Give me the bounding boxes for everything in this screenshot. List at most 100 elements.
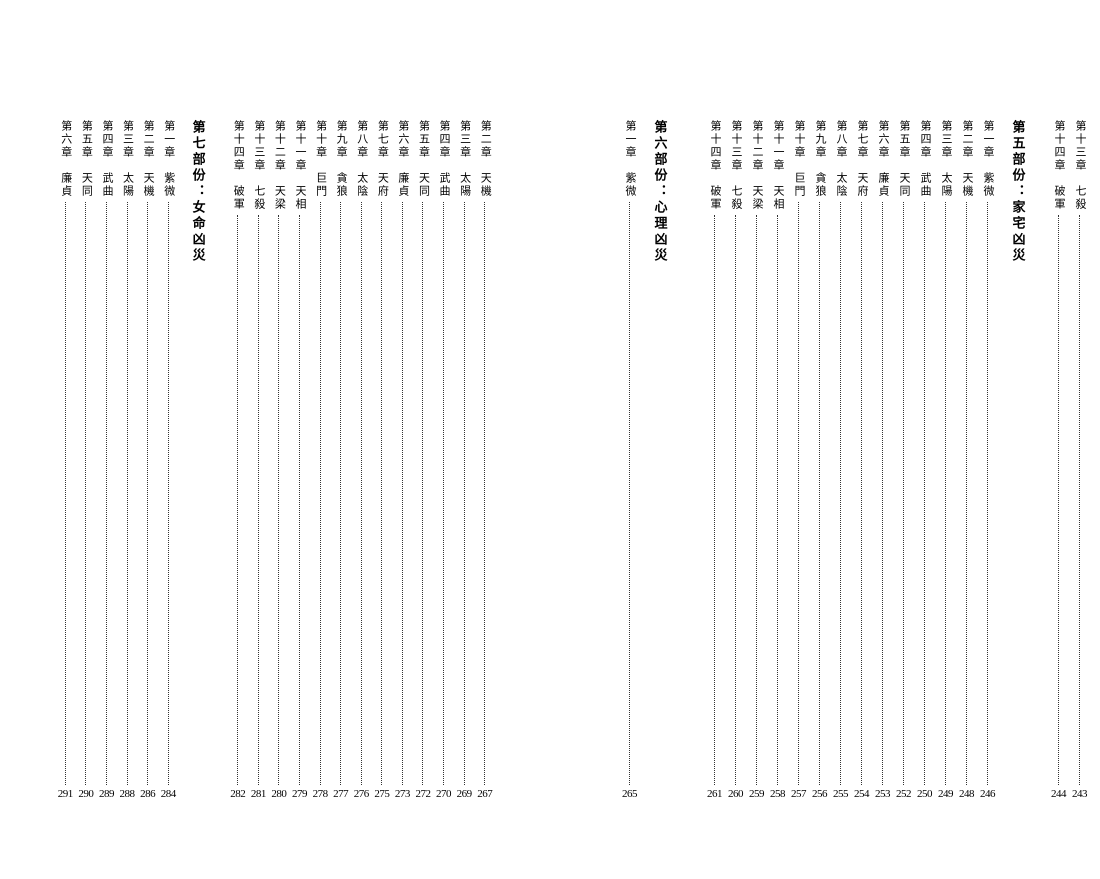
toc-page-number: 288: [120, 789, 135, 800]
toc-entry: 第三章 太陽269: [454, 120, 475, 800]
toc-entry: 第一章 紫微246: [977, 120, 998, 800]
dotted-leader: [106, 202, 107, 785]
dotted-leader: [945, 202, 946, 785]
toc-entry-label: 第十四章 破軍: [232, 120, 243, 211]
toc-page-number: 250: [917, 789, 932, 800]
toc-entry-label: 第十三章 七殺: [1074, 120, 1085, 211]
toc-entry: 第三章 太陽288: [117, 120, 138, 800]
toc-entry: 第五章 天同 272: [413, 120, 434, 800]
toc-entry-label: 第一章 紫微: [163, 120, 174, 198]
dotted-leader: [443, 202, 444, 785]
toc-page-number: 267: [477, 789, 492, 800]
toc-entry-label: 第二章 天機: [961, 120, 972, 198]
dotted-leader: [882, 202, 883, 785]
toc-entry-label: 第十二章 天梁: [273, 120, 284, 211]
dotted-leader: [903, 202, 904, 785]
toc-page-number: 258: [770, 789, 785, 800]
toc-entry: 第五章 天同290: [76, 120, 97, 800]
dotted-leader: [464, 202, 465, 785]
toc-entry-label: 第十三章 七殺: [253, 120, 264, 211]
dotted-leader: [1058, 215, 1059, 785]
dotted-leader: [924, 202, 925, 785]
toc-page-number: 290: [78, 789, 93, 800]
toc-entry-label: 第五章 天同: [898, 120, 909, 198]
dotted-leader: [1079, 215, 1080, 785]
toc-entry-label: 第六章 廉貞: [877, 120, 888, 198]
toc-entry: 第二章 天機 267: [474, 120, 495, 800]
dotted-leader: [798, 202, 799, 785]
dotted-leader: [340, 202, 341, 785]
dotted-leader: [819, 202, 820, 785]
toc-page-number: 286: [140, 789, 155, 800]
toc-entry: 第九章 貪狼 256: [809, 120, 830, 800]
dotted-leader: [966, 202, 967, 785]
toc-entry-label: 第九章 貪狼: [335, 120, 346, 198]
toc-entry: 第一章 紫微284: [158, 120, 179, 800]
toc-entry-label: 第七章 天府: [376, 120, 387, 198]
toc-page-number: 289: [99, 789, 114, 800]
toc-page-number: 256: [812, 789, 827, 800]
toc-entry: 第一章 紫微265: [619, 120, 640, 800]
toc-entry-label: 第四章 武曲: [919, 120, 930, 198]
toc-page-number: 243: [1072, 789, 1087, 800]
toc-entry: 第四章 武曲 289: [96, 120, 117, 800]
toc-page-number: 261: [707, 789, 722, 800]
toc-entry-label: 第十四章 破軍: [1053, 120, 1064, 211]
right-page: 第十三章 七殺243第十四章 破軍244第五部份：家宅凶災第一章 紫微246第二…: [555, 120, 1090, 800]
dotted-leader: [237, 215, 238, 785]
toc-entry-label: 第三章 太陽: [940, 120, 951, 198]
dotted-leader: [147, 202, 148, 785]
toc-entry-label: 第四章 武曲: [101, 120, 112, 198]
toc-entry: 第四章 武曲 250: [914, 120, 935, 800]
toc-entry: 第十一章 天相258: [767, 120, 788, 800]
toc-entry: 第十三章 七殺 281: [248, 120, 269, 800]
toc-entry: 第五章 天同252: [893, 120, 914, 800]
dotted-leader: [735, 215, 736, 785]
toc-entry: 第十四章 破軍261: [704, 120, 725, 800]
toc-page-number: 280: [271, 789, 286, 800]
toc-entry-label: 第九章 貪狼: [814, 120, 825, 198]
toc-entry: 第九章 貪狼277: [330, 120, 351, 800]
dotted-leader: [381, 202, 382, 785]
toc-entry-label: 第八章 太陰: [835, 120, 846, 198]
toc-entry-label: 第十章 巨門: [315, 120, 326, 198]
section-heading-label: 第六部份：心理凶災: [654, 120, 667, 264]
column-spacer: [640, 120, 648, 800]
dotted-leader: [840, 202, 841, 785]
dotted-leader: [714, 215, 715, 785]
dotted-leader: [127, 202, 128, 785]
toc-entry: 第六章 廉貞291: [55, 120, 76, 800]
toc-entry: 第八章 太陰255: [830, 120, 851, 800]
toc-page-number: 291: [58, 789, 73, 800]
toc-entry-label: 第十三章 七殺: [730, 120, 741, 211]
toc-entry-label: 第六章 廉貞: [397, 120, 408, 198]
toc-entry-label: 第五章 天同: [417, 120, 428, 198]
toc-entry: 第十三章 七殺 243: [1069, 120, 1090, 800]
toc-page-number: 260: [728, 789, 743, 800]
section-heading: 第六部份：心理凶災: [648, 120, 672, 800]
toc-entry: 第十章 巨門257: [788, 120, 809, 800]
toc-entry: 第十章 巨門278: [310, 120, 331, 800]
toc-page-number: 273: [395, 789, 410, 800]
toc-page-number: 281: [251, 789, 266, 800]
dotted-leader: [484, 202, 485, 785]
toc-entry-label: 第四章 武曲: [438, 120, 449, 198]
section-heading-label: 第七部份：女命凶災: [192, 120, 205, 264]
toc-entry-label: 第二章 天機: [479, 120, 490, 198]
dotted-leader: [422, 202, 423, 785]
dotted-leader: [278, 215, 279, 785]
dotted-leader: [168, 202, 169, 785]
toc-entry-label: 第八章 太陰: [356, 120, 367, 198]
toc-page-number: 244: [1051, 789, 1066, 800]
dotted-leader: [629, 202, 630, 785]
toc-page-number: 257: [791, 789, 806, 800]
toc-page-number: 272: [415, 789, 430, 800]
toc-page-number: 254: [854, 789, 869, 800]
toc-page-number: 249: [938, 789, 953, 800]
column-spacer: [998, 120, 1006, 800]
toc-entry: 第二章 天機248: [956, 120, 977, 800]
toc-entry-label: 第十二章 天梁: [751, 120, 762, 211]
toc-page-number: 246: [980, 789, 995, 800]
toc-entry: 第三章 太陽 249: [935, 120, 956, 800]
toc-entry: 第六章 廉貞253: [872, 120, 893, 800]
